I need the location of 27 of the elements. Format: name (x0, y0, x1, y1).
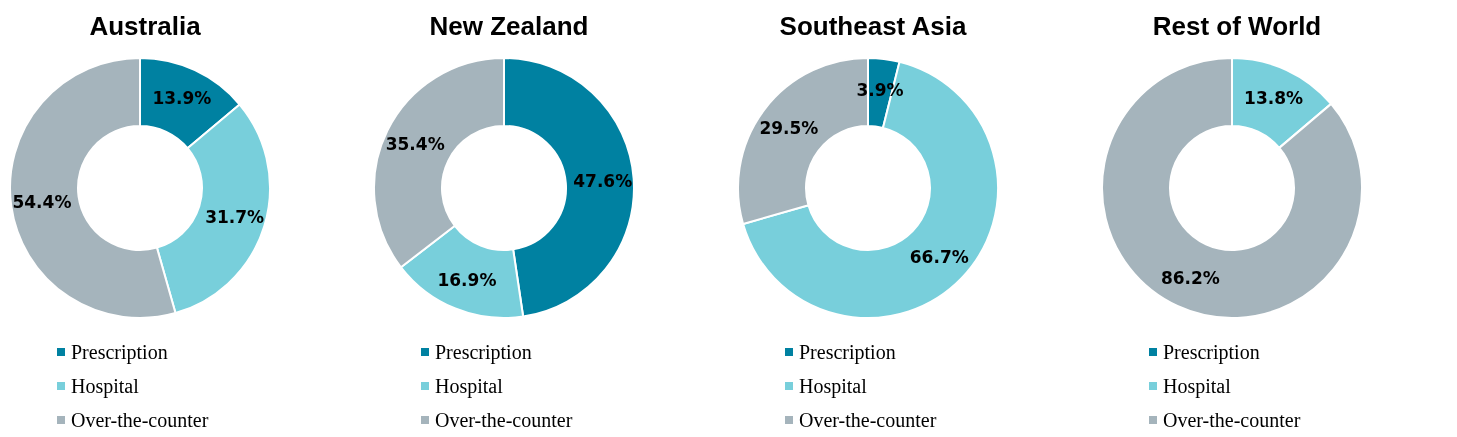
chart-title: New Zealand (429, 11, 589, 41)
legend-label: Prescription (71, 341, 168, 364)
legend-label: Over-the-counter (1163, 409, 1301, 431)
data-label: 86.2% (1160, 267, 1220, 288)
data-label: 54.4% (12, 191, 72, 212)
data-label: 3.9% (856, 79, 904, 100)
data-label: 13.8% (1244, 88, 1304, 109)
legend-label: Over-the-counter (435, 409, 573, 431)
legend-label: Hospital (1163, 375, 1232, 398)
data-label: 13.9% (152, 88, 212, 109)
legend-label: Hospital (435, 375, 504, 398)
data-label: 66.7% (909, 246, 969, 267)
chart-title: Australia (89, 11, 202, 41)
data-label: 31.7% (205, 207, 265, 228)
legend-label: Prescription (1163, 341, 1260, 364)
data-label: 16.9% (437, 269, 497, 290)
data-label: 35.4% (385, 134, 445, 155)
chart-title: Rest of World (1152, 11, 1322, 41)
legend-label: Hospital (71, 375, 140, 398)
legend-label: Hospital (799, 375, 868, 398)
data-label: 47.6% (573, 170, 633, 191)
legend-label: Over-the-counter (799, 409, 937, 431)
data-label: 29.5% (759, 118, 819, 139)
legend-label: Over-the-counter (71, 409, 209, 431)
legend-label: Prescription (799, 341, 896, 364)
legend-label: Prescription (435, 341, 532, 364)
chart-title: Southeast Asia (779, 11, 967, 41)
